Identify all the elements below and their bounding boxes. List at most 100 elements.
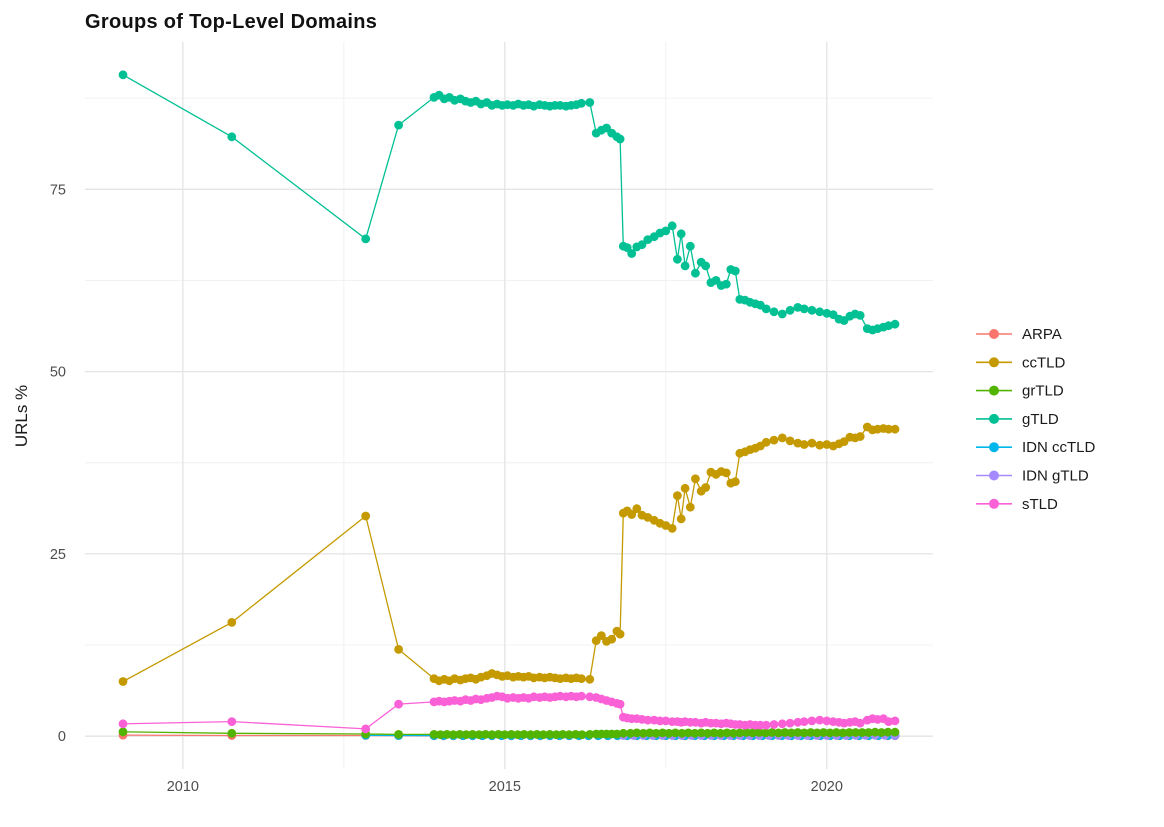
data-point [799, 717, 809, 726]
data-point [429, 730, 439, 739]
data-point [716, 728, 725, 738]
series-sTLD [118, 691, 900, 734]
data-point [855, 432, 865, 441]
data-point [838, 728, 848, 738]
data-point [664, 728, 674, 738]
data-point [769, 720, 779, 729]
legend-item-grTLD: grTLD [976, 383, 1064, 400]
data-point [680, 483, 690, 493]
series-line [122, 74, 896, 331]
data-point [709, 728, 719, 738]
data-point [615, 629, 625, 639]
data-point [741, 728, 751, 737]
data-point [680, 261, 690, 271]
data-point [807, 438, 817, 448]
data-point [513, 730, 523, 740]
data-point [767, 728, 777, 737]
data-point [683, 728, 693, 738]
data-point [690, 728, 700, 738]
y-tick-label: 50 [50, 365, 66, 381]
legend-item-IDN-ccTLD: IDN ccTLD [976, 439, 1096, 456]
legend-item-ccTLD: ccTLD [976, 354, 1066, 371]
data-point [735, 728, 745, 738]
data-point [597, 631, 606, 640]
legend-label: ccTLD [1022, 354, 1066, 371]
data-point [786, 728, 796, 738]
data-point [615, 699, 625, 709]
data-point [729, 728, 738, 738]
x-tick-label: 2020 [811, 779, 843, 795]
data-point [701, 261, 711, 271]
data-point [890, 424, 900, 434]
x-tick-label: 2010 [167, 779, 199, 795]
data-point [394, 120, 403, 130]
series-gTLD [118, 70, 900, 335]
data-point [558, 730, 568, 739]
data-point [577, 98, 586, 108]
data-point [627, 510, 637, 519]
data-point [855, 311, 865, 320]
chart-title: Groups of Top-Level Domains [85, 11, 377, 33]
data-point [857, 728, 867, 737]
y-axis-title: URLs % [12, 385, 31, 447]
data-point [643, 715, 653, 725]
data-point [118, 677, 128, 686]
data-point [577, 730, 587, 740]
legend-item-IDN-gTLD: IDN gTLD [976, 468, 1089, 485]
data-point [577, 674, 586, 683]
data-point [748, 728, 758, 738]
data-point [799, 304, 809, 314]
x-tick-label: 2015 [489, 779, 521, 795]
data-point [883, 727, 893, 737]
legend-label: grTLD [1022, 383, 1064, 400]
data-point [832, 728, 841, 737]
data-point [721, 468, 731, 478]
data-point [769, 307, 779, 317]
data-point [227, 618, 237, 627]
legend-label: gTLD [1022, 411, 1059, 428]
data-point [685, 241, 695, 251]
data-point [632, 504, 642, 514]
data-point [793, 728, 803, 737]
data-point [564, 730, 574, 740]
legend-key-dot [989, 442, 999, 453]
data-point [500, 730, 510, 740]
data-point [722, 728, 732, 738]
data-point [777, 433, 787, 443]
data-point [474, 730, 484, 740]
data-point [519, 730, 529, 739]
legend-item-gTLD: gTLD [976, 411, 1059, 428]
data-point [442, 730, 452, 739]
legend-label: IDN ccTLD [1022, 439, 1096, 456]
data-point [585, 674, 595, 684]
y-tick-label: 0 [58, 729, 66, 745]
data-point [815, 307, 825, 317]
data-point [487, 730, 497, 740]
data-point [822, 716, 832, 726]
data-point [677, 728, 687, 738]
legend-item-sTLD: sTLD [976, 496, 1058, 513]
data-point [361, 724, 371, 734]
data-point [793, 717, 803, 727]
data-point [461, 730, 471, 740]
data-point [118, 727, 128, 737]
data-point [618, 728, 628, 738]
data-point [645, 728, 655, 738]
data-point [448, 730, 458, 740]
series-ccTLD [118, 422, 900, 686]
data-point [539, 730, 548, 740]
legend-item-ARPA: ARPA [976, 326, 1062, 343]
data-point [701, 483, 711, 492]
legend-key-dot [989, 385, 999, 396]
legend-key-dot [989, 470, 999, 481]
data-point [494, 730, 503, 739]
data-point [571, 730, 580, 739]
data-point [807, 305, 817, 315]
data-point [844, 728, 854, 737]
data-point [884, 424, 893, 434]
data-point [785, 305, 795, 315]
data-point [651, 728, 661, 738]
legend-label: IDN gTLD [1022, 468, 1089, 485]
data-point [607, 634, 617, 644]
data-point [870, 727, 880, 737]
